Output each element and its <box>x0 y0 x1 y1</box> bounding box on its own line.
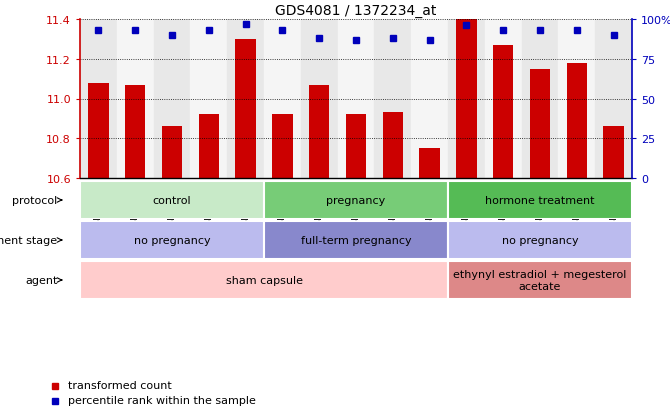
Bar <box>264 20 301 178</box>
Bar <box>558 20 595 178</box>
Text: protocol: protocol <box>12 195 58 206</box>
Text: transformed count: transformed count <box>68 380 172 391</box>
Text: full-term pregnancy: full-term pregnancy <box>301 235 411 245</box>
Bar <box>80 221 264 259</box>
Bar <box>80 182 264 219</box>
Bar <box>595 20 632 178</box>
Text: no pregnancy: no pregnancy <box>134 235 210 245</box>
Bar <box>235 40 256 178</box>
Bar <box>411 20 448 178</box>
Bar <box>227 20 264 178</box>
Bar <box>309 85 330 178</box>
Bar <box>567 64 587 178</box>
Bar <box>301 20 338 178</box>
Bar <box>493 46 513 178</box>
Bar <box>162 127 182 178</box>
Bar <box>448 20 485 178</box>
Bar <box>604 127 624 178</box>
Bar <box>264 221 448 259</box>
Text: no pregnancy: no pregnancy <box>502 235 578 245</box>
Bar <box>485 20 522 178</box>
Bar <box>375 20 411 178</box>
Bar <box>125 85 145 178</box>
Bar <box>88 83 109 178</box>
Text: pregnancy: pregnancy <box>326 195 386 206</box>
Text: sham capsule: sham capsule <box>226 275 302 285</box>
Bar <box>522 20 558 178</box>
Bar <box>456 20 476 178</box>
Bar <box>272 115 293 178</box>
Bar <box>448 221 632 259</box>
Bar <box>117 20 153 178</box>
Bar <box>448 261 632 299</box>
Bar <box>338 20 375 178</box>
Bar <box>153 20 190 178</box>
Bar <box>199 115 219 178</box>
Title: GDS4081 / 1372234_at: GDS4081 / 1372234_at <box>275 4 437 17</box>
Bar <box>530 69 550 178</box>
Bar <box>346 115 366 178</box>
Text: agent: agent <box>25 275 58 285</box>
Bar <box>190 20 227 178</box>
Text: hormone treatment: hormone treatment <box>485 195 595 206</box>
Bar <box>80 261 448 299</box>
Bar <box>448 182 632 219</box>
Text: control: control <box>153 195 192 206</box>
Text: percentile rank within the sample: percentile rank within the sample <box>68 396 256 406</box>
Bar <box>80 20 117 178</box>
Bar <box>383 113 403 178</box>
Bar <box>264 182 448 219</box>
Text: development stage: development stage <box>0 235 58 245</box>
Text: ethynyl estradiol + megesterol
acetate: ethynyl estradiol + megesterol acetate <box>454 270 626 291</box>
Bar <box>419 149 440 178</box>
